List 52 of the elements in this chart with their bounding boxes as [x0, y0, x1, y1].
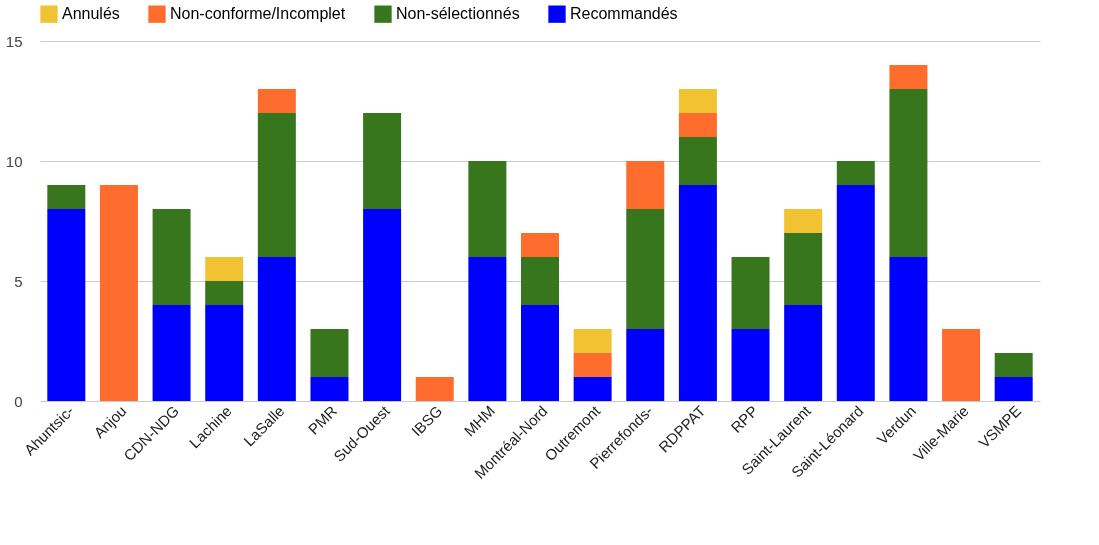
- bar: [889, 89, 928, 257]
- bar: [678, 185, 717, 401]
- bar: [310, 377, 349, 401]
- bar: [521, 233, 559, 257]
- bar: [942, 329, 981, 401]
- bar: [152, 305, 191, 401]
- bar: [47, 185, 86, 209]
- bar: [363, 209, 402, 401]
- bar: [468, 257, 507, 401]
- bar: [994, 377, 1033, 401]
- legend-label: Non-conforme/Incomplet: [170, 5, 346, 23]
- bar: [573, 353, 612, 377]
- bar: [836, 185, 875, 401]
- bar: [784, 305, 823, 401]
- bar: [257, 113, 296, 257]
- bar: [678, 113, 717, 137]
- bar: [731, 329, 770, 401]
- bar: [47, 209, 86, 401]
- legend-label: Recommandés: [570, 5, 678, 23]
- bar: [205, 281, 244, 305]
- bar: [889, 257, 928, 401]
- y-tick-label: 10: [5, 152, 23, 170]
- bar: [521, 305, 559, 401]
- bar: [415, 377, 454, 401]
- bar: [521, 257, 559, 305]
- bar: [626, 209, 665, 329]
- legend-label: Non-sélectionnés: [396, 5, 520, 23]
- bar: [731, 257, 770, 329]
- y-tick-label: 15: [5, 32, 23, 50]
- y-tick-label: 0: [14, 392, 23, 410]
- legend-label: Annulés: [62, 5, 120, 23]
- bar: [784, 209, 823, 233]
- bar: [205, 305, 244, 401]
- bar: [257, 89, 296, 113]
- bar: [626, 329, 665, 401]
- bar: [363, 113, 402, 209]
- bar: [257, 257, 296, 401]
- bar: [678, 89, 717, 113]
- bar: [573, 329, 612, 353]
- bar: [152, 209, 191, 305]
- bar: [836, 161, 875, 185]
- bar: [205, 257, 244, 281]
- bar: [626, 161, 665, 209]
- bar: [310, 329, 349, 377]
- bar: [573, 377, 612, 401]
- bar: [468, 161, 507, 257]
- bar: [889, 65, 928, 89]
- bar: [678, 137, 717, 185]
- bar: [99, 185, 138, 401]
- bar: [994, 353, 1033, 377]
- y-tick-label: 5: [14, 272, 23, 290]
- bar: [784, 233, 823, 305]
